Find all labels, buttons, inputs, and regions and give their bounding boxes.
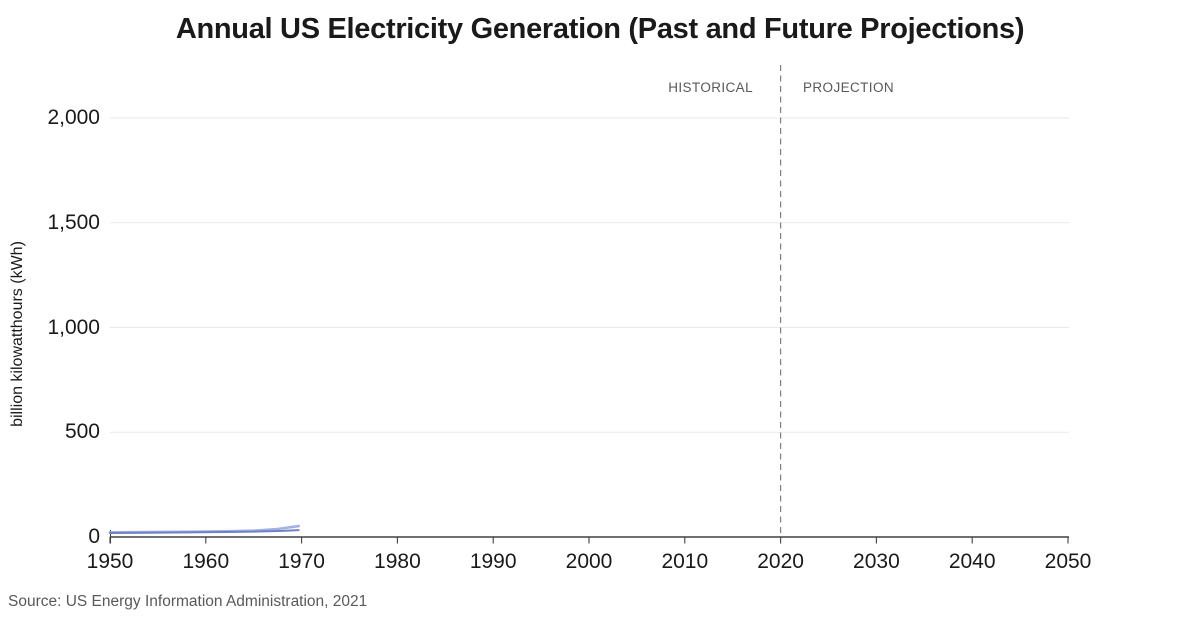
series-generation-line-dark [109, 529, 300, 534]
x-tick-label: 1980 [374, 550, 421, 573]
y-tick-label: 500 [64, 420, 100, 444]
historical-zone-label: HISTORICAL [668, 80, 753, 95]
x-tick-label: 2000 [565, 550, 613, 573]
x-tick-label: 2030 [853, 550, 900, 573]
x-tick-label: 1970 [278, 550, 325, 573]
chart-title: Annual US Electricity Generation (Past a… [175, 13, 1025, 45]
x-tick-label: 1990 [469, 550, 517, 573]
x-tick-label: 1960 [182, 550, 230, 573]
y-tick-label: 1,500 [47, 210, 100, 234]
y-tick-label: 2,000 [47, 106, 100, 129]
y-tick-label: 0 [88, 525, 100, 548]
x-tick-label: 2010 [661, 550, 709, 573]
source-note: Source: US Energy Information Administra… [8, 593, 368, 610]
x-tick-label: 2020 [757, 550, 804, 573]
x-tick-label: 1950 [86, 550, 134, 573]
x-tick-label: 2050 [1044, 550, 1092, 573]
projection-zone-label: PROJECTION [803, 80, 895, 95]
x-tick-label: 2040 [948, 550, 996, 573]
series-generation-line-light [108, 524, 301, 534]
y-tick-label: 1,000 [47, 315, 100, 339]
